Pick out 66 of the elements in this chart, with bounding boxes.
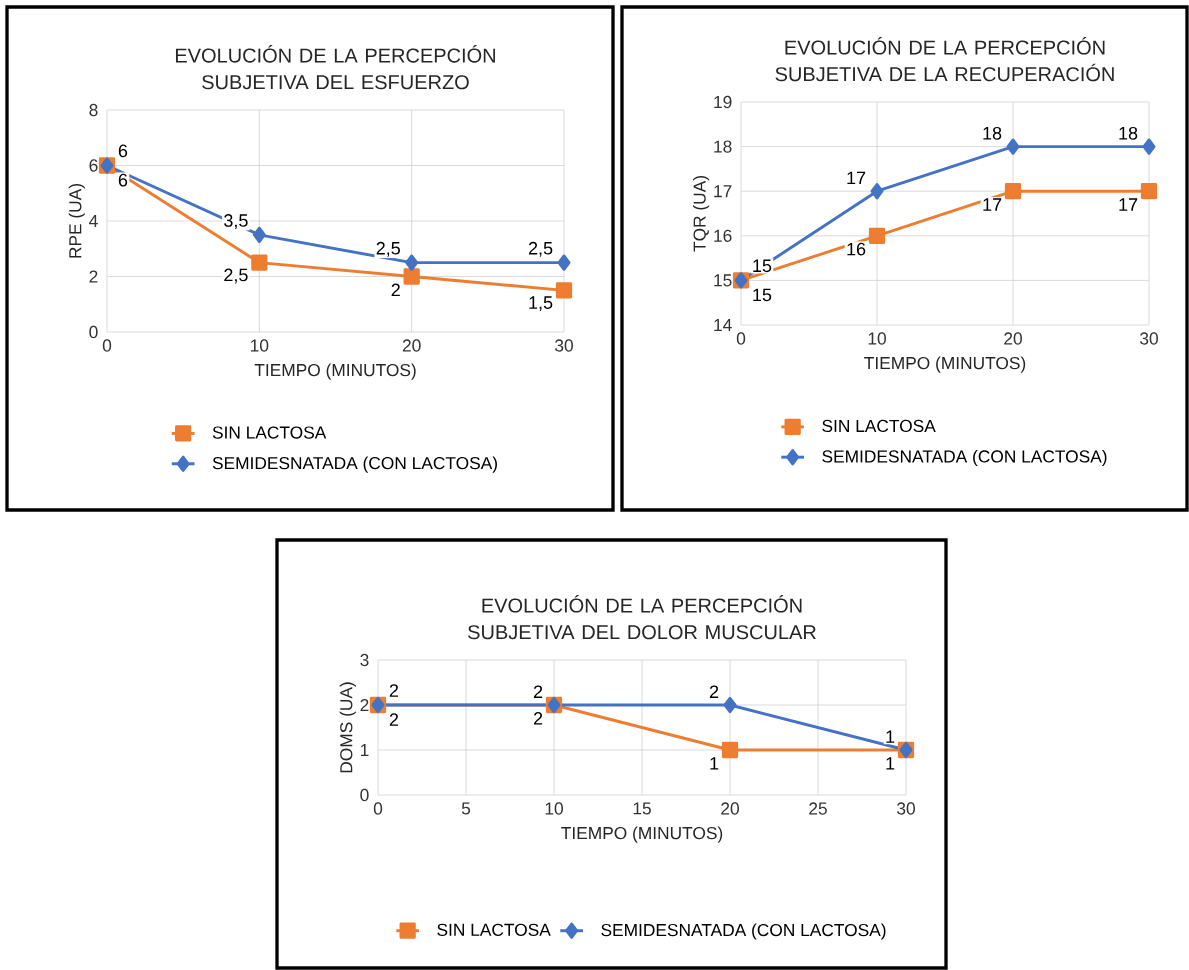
- y-tick-label: 18: [714, 140, 732, 153]
- legend-label: SEMIDESNATADA (CON LACTOSA): [601, 923, 886, 940]
- chart-title: EVOLUCIÓN DE LA PERCEPCIÓN SUBJETIVA DEL DOLOR MUSCULAR: [468, 595, 816, 640]
- x-tick-label: 20: [402, 339, 421, 352]
- data-label: 1: [886, 757, 895, 770]
- y-tick-label: 15: [714, 274, 732, 287]
- y-tick-label: 19: [714, 95, 732, 109]
- x-tick-label: 15: [633, 802, 651, 815]
- x-tick-label: 25: [809, 802, 827, 815]
- data-label: 2: [389, 684, 399, 697]
- x-tick-label: 0: [102, 339, 112, 352]
- x-tick-label: 5: [461, 802, 471, 815]
- y-tick-label: 8: [89, 103, 98, 117]
- y-axis-title: RPE (UA): [68, 184, 85, 258]
- chart-title: EVOLUCIÓN DE LA PERCEPCIÓN SUBJETIVA DE LA RECUPERACIÓN: [775, 37, 1114, 82]
- data-label: 17: [983, 198, 1002, 211]
- data-label: 1: [886, 730, 895, 743]
- data-label: 2: [533, 712, 543, 725]
- data-label: 1,5: [529, 296, 553, 312]
- x-tick-label: 20: [721, 802, 739, 815]
- data-label: 17: [1119, 198, 1138, 211]
- x-axis-title: TIEMPO (MINUTOS): [864, 356, 1026, 373]
- x-tick-label: 10: [868, 332, 886, 345]
- data-label: 2: [391, 283, 400, 297]
- x-axis-title: TIEMPO (MINUTOS): [561, 826, 723, 843]
- legend-label: SIN LACTOSA: [822, 419, 936, 433]
- y-tick-label: 2: [360, 698, 369, 712]
- data-label: 2,5: [528, 241, 553, 257]
- data-label: 2,5: [376, 241, 400, 257]
- x-tick-label: 30: [897, 802, 915, 815]
- x-tick-label: 10: [545, 802, 563, 815]
- x-tick-label: 0: [736, 332, 746, 345]
- y-tick-label: 2: [89, 270, 98, 283]
- data-label: 16: [847, 242, 866, 256]
- x-tick-label: 30: [1140, 332, 1158, 345]
- data-label: 18: [1119, 126, 1138, 140]
- legend-label: SEMIDESNATADA (CON LACTOSA): [822, 449, 1107, 467]
- data-label: 15: [753, 288, 772, 302]
- legend-label: SIN LACTOSA: [212, 426, 327, 439]
- y-tick-label: 17: [714, 185, 732, 198]
- legend-label: SEMIDESNATADA (CON LACTOSA): [212, 456, 497, 473]
- x-tick-label: 20: [1004, 332, 1022, 345]
- data-label: 2,5: [224, 268, 248, 284]
- chart-title: EVOLUCIÓN DE LA PERCEPCIÓN SUBJETIVA DEL ESFUERZO: [175, 45, 495, 90]
- x-axis-title: TIEMPO (MINUTOS): [254, 363, 416, 380]
- y-tick-label: 1: [360, 744, 369, 756]
- data-label: 6: [118, 173, 128, 187]
- y-axis-title: TQR (UA): [693, 176, 710, 252]
- x-tick-label: 30: [555, 339, 573, 352]
- data-label: 17: [847, 171, 866, 185]
- y-tick-label: 3: [360, 653, 369, 667]
- y-tick-label: 16: [714, 229, 732, 242]
- y-tick-label: 0: [360, 788, 369, 802]
- data-label: 15: [753, 259, 772, 273]
- x-tick-label: 0: [373, 802, 383, 815]
- y-axis-title: DOMS (UA): [339, 682, 356, 773]
- data-label: 2: [533, 685, 543, 698]
- y-tick-label: 6: [89, 159, 98, 172]
- data-label: 6: [118, 144, 128, 158]
- data-label: 18: [983, 126, 1002, 140]
- data-label: 3,5: [224, 214, 248, 229]
- legend-label: SIN LACTOSA: [437, 923, 551, 936]
- y-tick-label: 14: [714, 319, 732, 331]
- y-tick-label: 4: [89, 215, 98, 227]
- x-tick-label: 10: [251, 339, 269, 352]
- data-label: 2: [389, 713, 399, 726]
